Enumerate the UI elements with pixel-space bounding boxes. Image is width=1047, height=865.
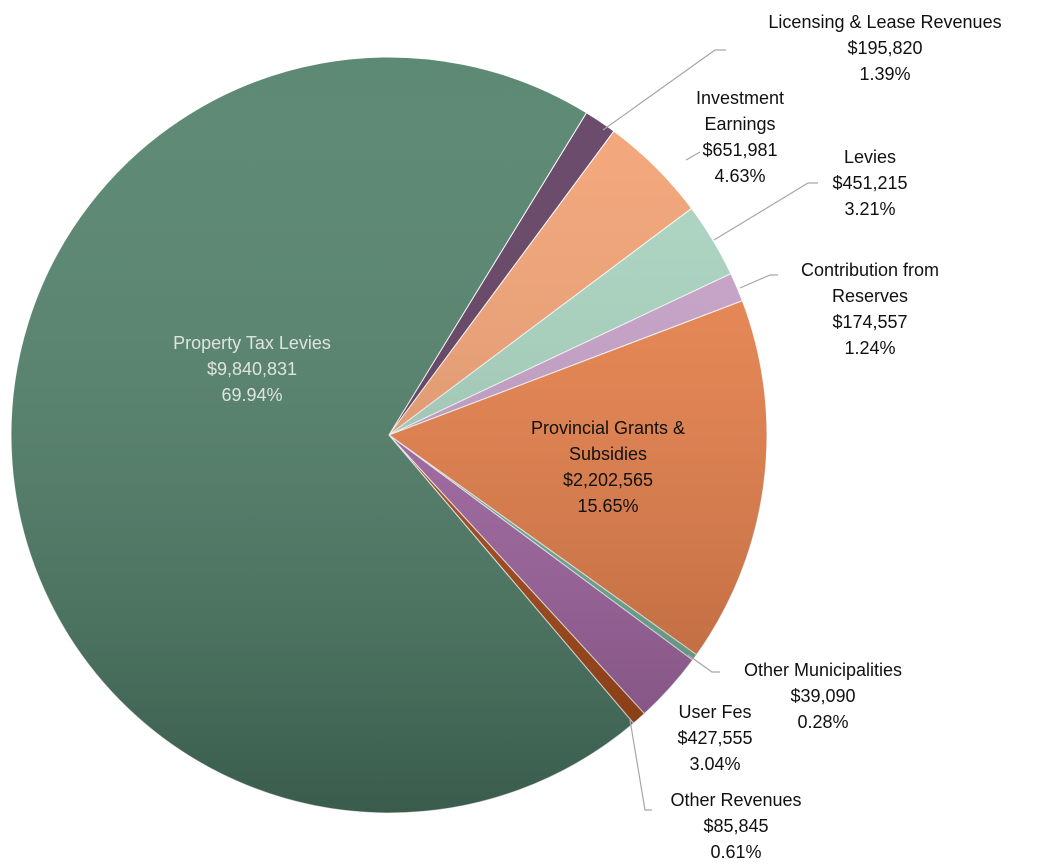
slice-label: Property Tax Levies $9,840,831 69.94% [122, 330, 382, 408]
slice-name: Contribution from Reserves [800, 260, 940, 306]
slice-amount: $2,202,565 [562, 470, 654, 490]
slice-percent: 3.21% [844, 199, 896, 219]
leader-line [713, 182, 818, 241]
slice-percent: 1.24% [844, 338, 896, 358]
slice-amount: $195,820 [847, 38, 923, 58]
slice-label: Investment Earnings $651,981 4.63% [675, 85, 805, 189]
slice-percent: 3.04% [689, 754, 741, 774]
slice-amount: $427,555 [677, 728, 753, 748]
leader-line [629, 719, 652, 811]
slice-amount: $174,557 [832, 312, 908, 332]
slice-label: Levies $451,215 3.21% [810, 144, 930, 222]
slice-amount: $85,845 [703, 816, 769, 836]
slice-name: Provincial Grants & Subsidies [530, 418, 686, 464]
slice-amount: $9,840,831 [206, 359, 298, 379]
slice-amount: $451,215 [832, 173, 908, 193]
slice-percent: 0.61% [710, 842, 762, 862]
leader-line [685, 151, 701, 161]
slice-percent: 0.28% [797, 712, 849, 732]
slice-name: User Fes [678, 702, 752, 722]
leader-line [739, 274, 778, 289]
slice-label: Other Municipalities $39,090 0.28% [723, 657, 923, 735]
slice-amount: $651,981 [702, 140, 778, 160]
slice-name: Levies [843, 147, 897, 167]
slice-percent: 1.39% [859, 64, 911, 84]
slice-name: Investment Earnings [695, 88, 785, 134]
slice-name: Licensing & Lease Revenues [768, 12, 1002, 32]
slice-label: Provincial Grants & Subsidies $2,202,565 1… [508, 415, 708, 519]
slice-percent: 4.63% [714, 166, 766, 186]
slice-percent: 69.94% [221, 385, 283, 405]
slice-name: Property Tax Levies [173, 333, 331, 353]
slice-label: Licensing & Lease Revenues $195,820 1.39% [725, 9, 1045, 87]
slice-label: Other Revenues $85,845 0.61% [636, 787, 836, 865]
slice-name: Other Municipalities [743, 660, 903, 680]
leader-line [602, 49, 726, 131]
slice-name: Other Revenues [670, 790, 802, 810]
slice-percent: 15.65% [577, 496, 639, 516]
slice-label: User Fes $427,555 3.04% [655, 699, 775, 777]
slice-label: Contribution from Reserves $174,557 1.24% [775, 257, 965, 361]
slice-amount: $39,090 [790, 686, 856, 706]
leader-line [687, 654, 720, 673]
